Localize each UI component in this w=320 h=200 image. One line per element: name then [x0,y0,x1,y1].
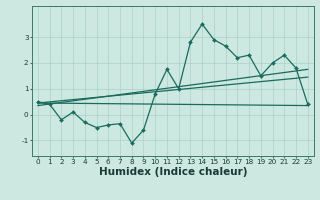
X-axis label: Humidex (Indice chaleur): Humidex (Indice chaleur) [99,167,247,177]
